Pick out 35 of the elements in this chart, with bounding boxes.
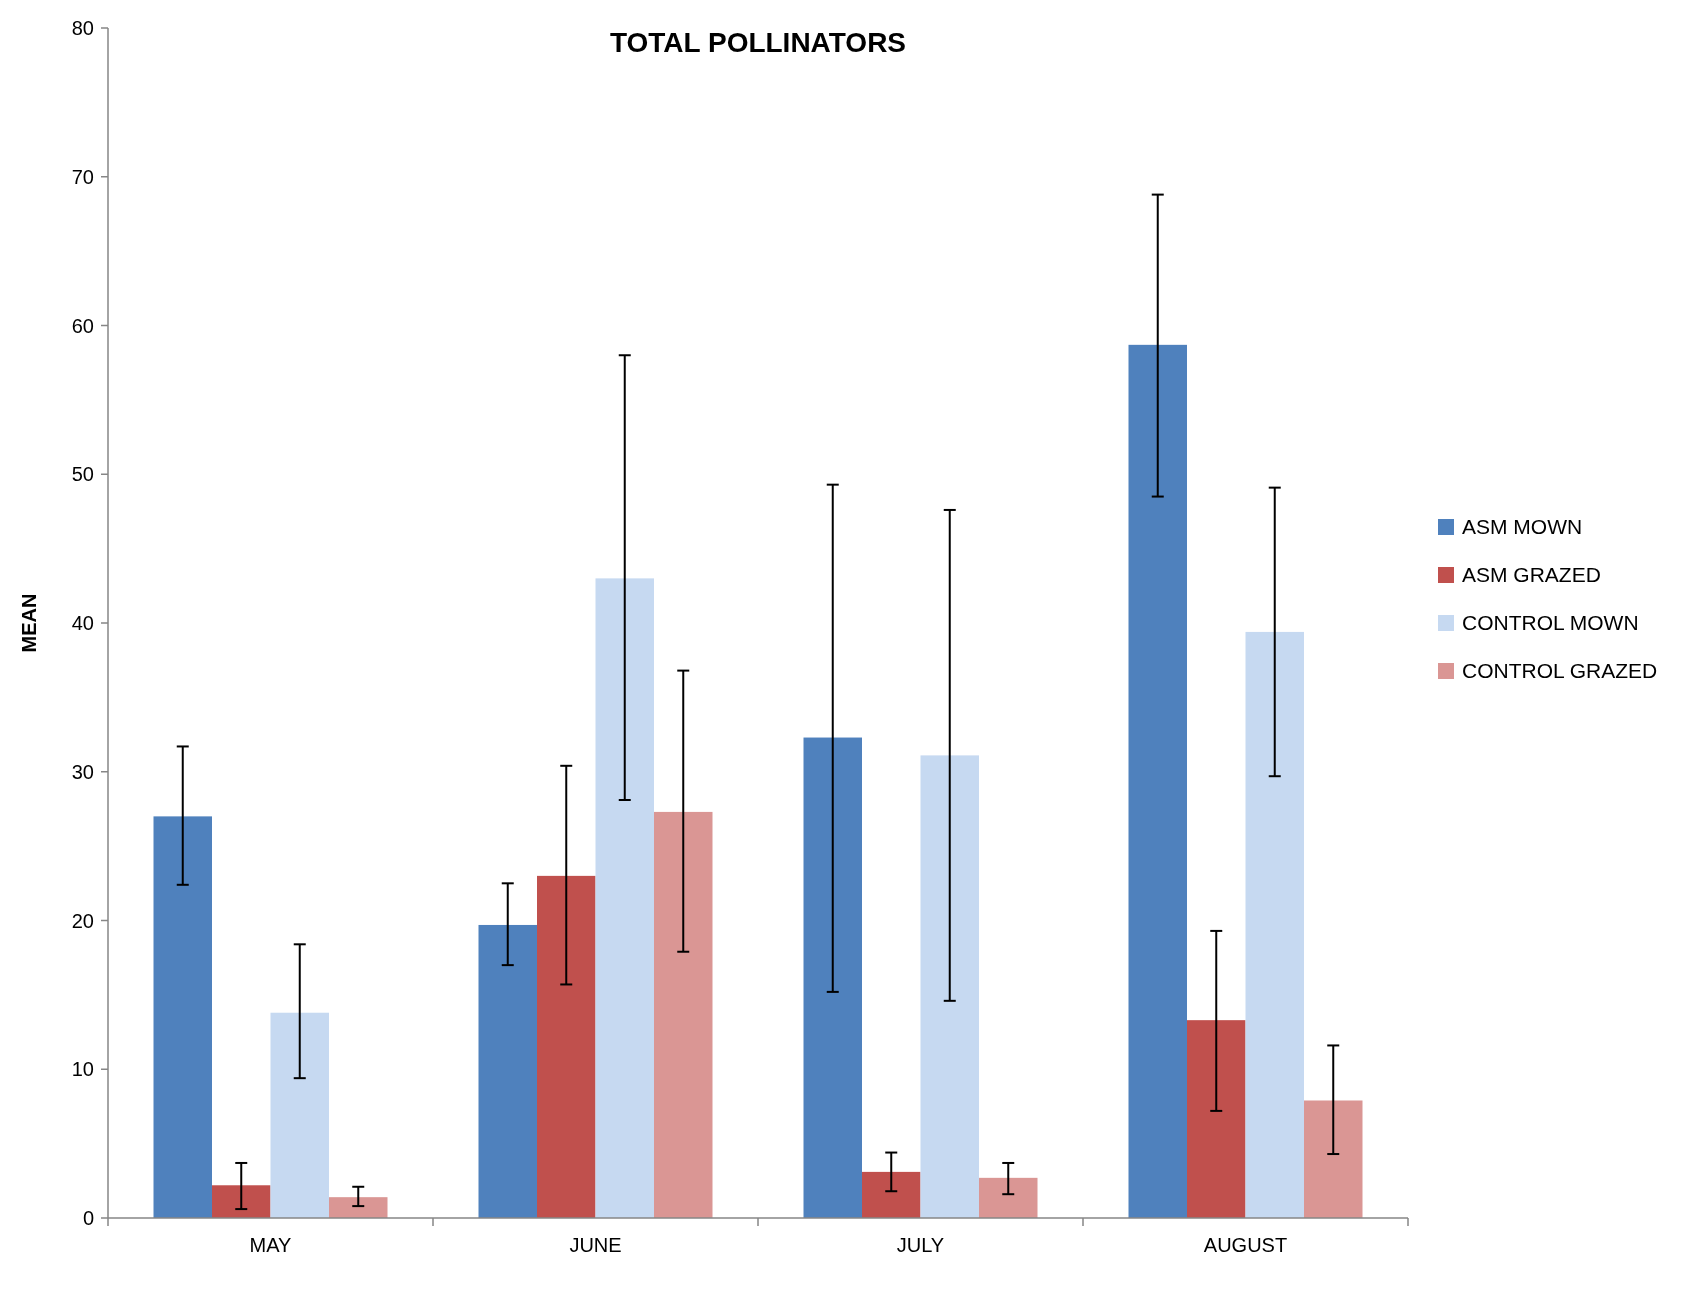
bar (329, 1197, 388, 1219)
x-tick-label: AUGUST (1203, 1234, 1288, 1256)
bar (153, 816, 212, 1218)
y-tick-label: 0 (82, 1207, 94, 1229)
bar (270, 1012, 329, 1218)
bar (654, 811, 713, 1218)
y-tick-label: 20 (71, 909, 94, 932)
bar (862, 1171, 921, 1218)
bar (920, 755, 979, 1218)
x-tick-label: JULY (896, 1234, 945, 1256)
bar (478, 924, 537, 1218)
y-tick-label: 30 (71, 760, 94, 783)
y-tick-label: 80 (71, 17, 94, 39)
bar (1187, 1020, 1246, 1218)
y-tick-label: 10 (71, 1058, 94, 1081)
y-axis-title: MEAN (18, 593, 40, 653)
chart-title: TOTAL POLLINATORS (609, 27, 907, 58)
bar (1245, 631, 1304, 1218)
bar (212, 1185, 271, 1218)
bar (537, 875, 596, 1218)
bar (1304, 1100, 1363, 1218)
legend-label: ASM MOWN (1462, 515, 1583, 539)
legend-label: CONTROL MOWN (1462, 611, 1639, 635)
legend-label: ASM GRAZED (1462, 563, 1601, 587)
y-tick-label: 60 (71, 314, 94, 337)
y-tick-label: 40 (71, 612, 94, 634)
x-tick-label: MAY (249, 1234, 292, 1256)
legend-label: CONTROL GRAZED (1462, 659, 1658, 683)
bar (1128, 344, 1187, 1218)
y-tick-label: 50 (71, 463, 94, 486)
x-tick-label: JUNE (569, 1234, 622, 1256)
bar (979, 1177, 1038, 1218)
y-tick-label: 70 (71, 165, 94, 188)
bar (803, 737, 862, 1218)
bar (595, 578, 654, 1218)
